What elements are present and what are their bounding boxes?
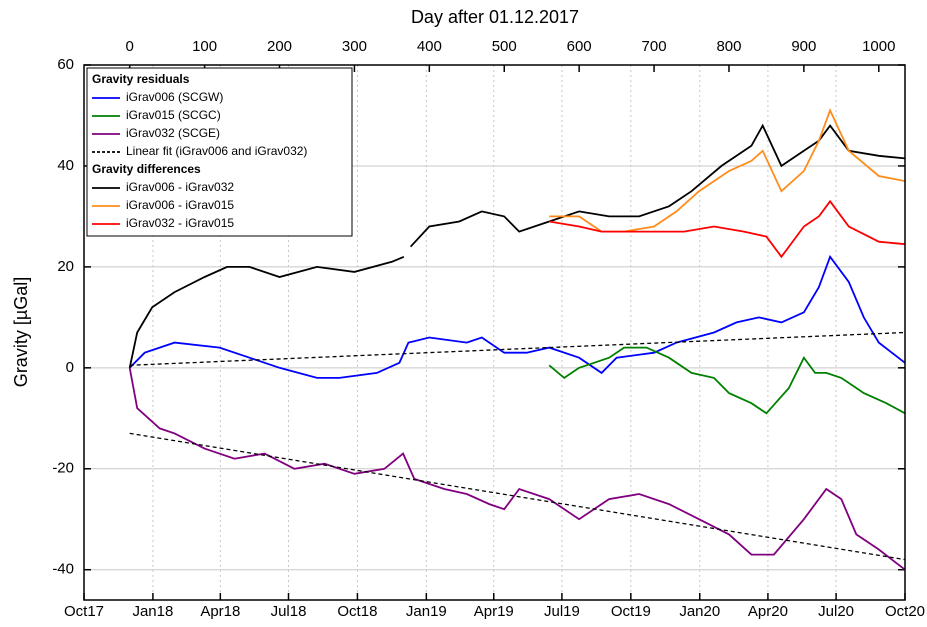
x2-tick-label: 900 (791, 38, 816, 55)
y-axis-title: Gravity [µGal] (11, 277, 31, 387)
legend-group-title: Gravity residuals (92, 72, 190, 86)
series-line (549, 199, 906, 259)
series-line (549, 108, 906, 233)
plot-frame (83, 64, 906, 601)
y-tick-label: -20 (52, 460, 74, 477)
legend-label: Linear fit (iGrav006 and iGrav032) (126, 144, 307, 158)
x2-tick-label: 0 (126, 38, 134, 55)
x-tick-label: Jul19 (544, 603, 580, 620)
y-tick-label: -40 (52, 561, 74, 578)
series-line (129, 432, 906, 561)
x-tick-label: Apr19 (474, 603, 514, 620)
x2-axis-title: Day after 01.12.2017 (411, 7, 579, 27)
series-line (128, 367, 906, 571)
x-tick-label: Jan19 (406, 603, 447, 620)
x2-tick-label: 500 (492, 38, 517, 55)
x2-tick-label: 200 (267, 38, 292, 55)
series-line (129, 254, 906, 379)
x2-tick-label: 700 (642, 38, 667, 55)
legend-label: iGrav006 - iGrav032 (126, 180, 234, 194)
x-tick-label: Oct19 (611, 603, 651, 620)
legend: Gravity residuals iGrav006 (SCGW) iGrav015… (86, 67, 353, 237)
x2-tick-label: 300 (342, 38, 367, 55)
x2-tick-label: 100 (192, 38, 217, 55)
x2-tick-label: 600 (567, 38, 592, 55)
x2-tick-label: 400 (417, 38, 442, 55)
x-tick-label: Oct18 (337, 603, 377, 620)
legend-label: iGrav032 (SCGE) (126, 126, 220, 140)
legend-label: iGrav006 (SCGW) (126, 90, 223, 104)
x-tick-label: Jul18 (271, 603, 307, 620)
y-tick-label: 0 (66, 359, 74, 376)
series-line (548, 346, 906, 415)
legend-label: iGrav015 (SCGC) (126, 108, 221, 122)
x-tick-label: Jan20 (679, 603, 720, 620)
series-line (128, 123, 906, 368)
x2-tick-label: 800 (716, 38, 741, 55)
series-line (129, 331, 906, 366)
y-tick-label: 20 (57, 258, 74, 275)
x-tick-label: Apr18 (200, 603, 240, 620)
y-tick-label: 40 (57, 157, 74, 174)
x-tick-label: Oct17 (64, 603, 104, 620)
x-tick-label: Jul20 (818, 603, 854, 620)
legend-group-title: Gravity differences (92, 162, 201, 176)
x-tick-label: Oct20 (885, 603, 925, 620)
x-tick-label: Apr20 (748, 603, 788, 620)
legend-label: iGrav006 - iGrav015 (126, 198, 234, 212)
legend-box (86, 67, 353, 237)
legend-label: iGrav032 - iGrav015 (126, 216, 234, 230)
x2-tick-label: 1000 (862, 38, 895, 55)
y-tick-label: 60 (57, 56, 74, 73)
x-tick-label: Jan18 (132, 603, 173, 620)
